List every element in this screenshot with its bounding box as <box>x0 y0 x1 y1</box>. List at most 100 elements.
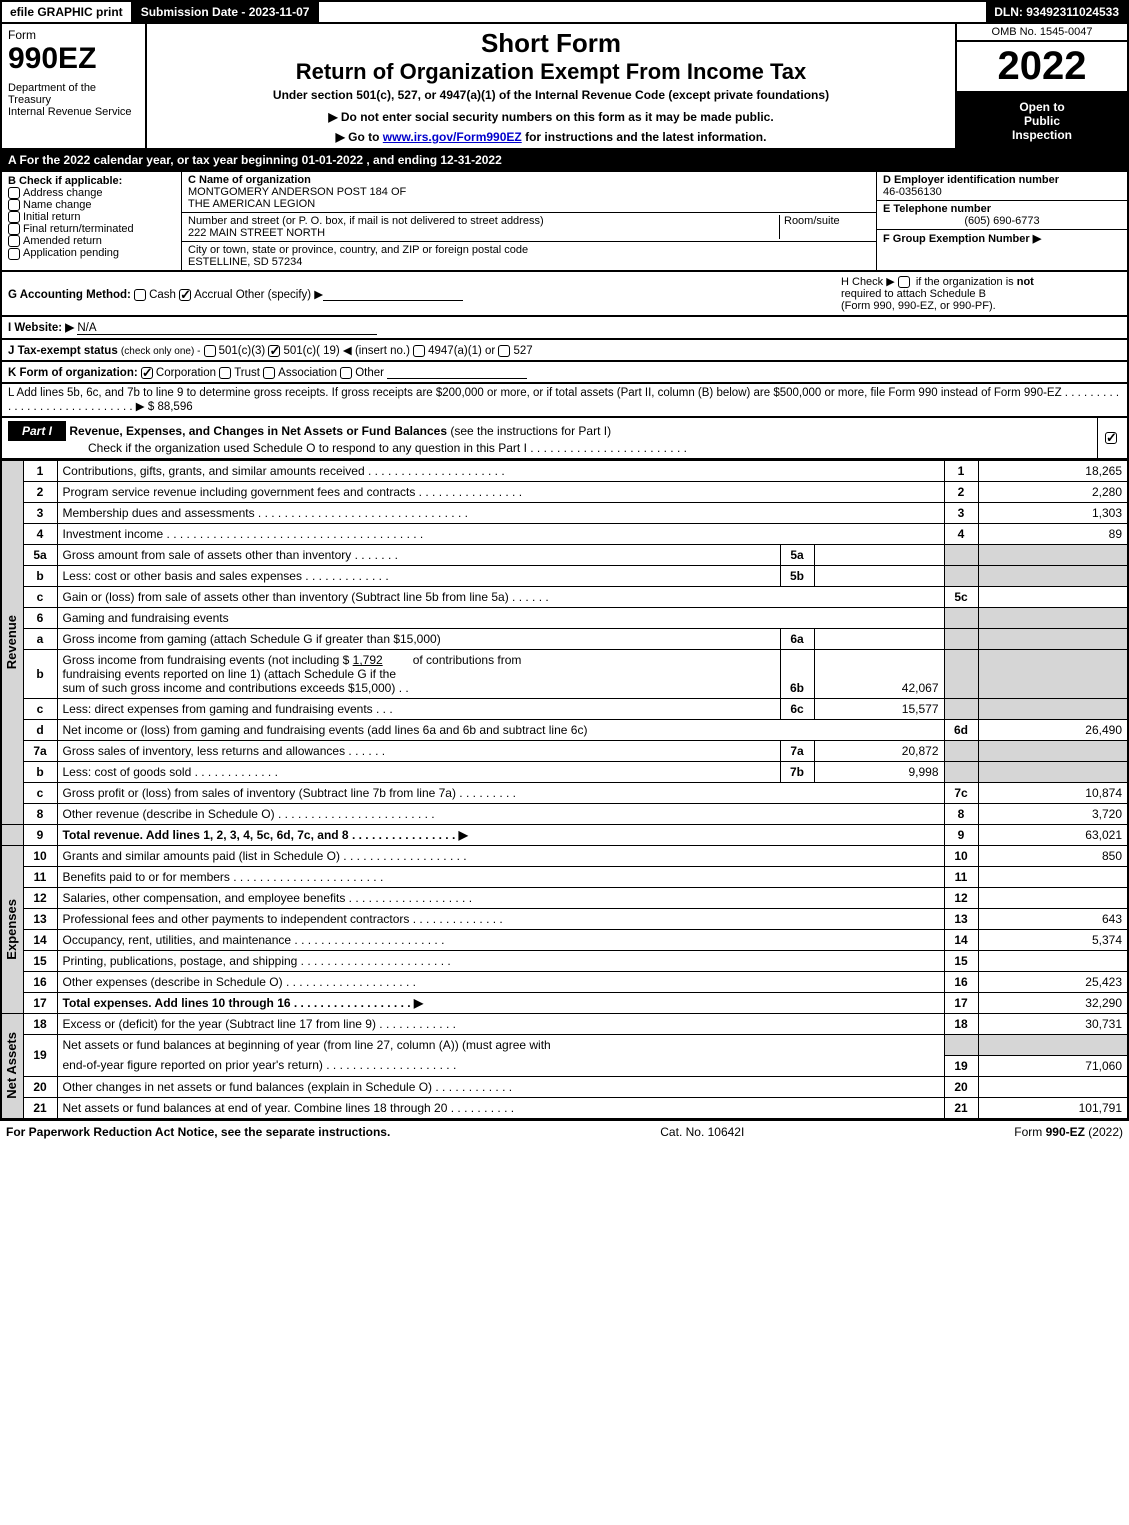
footer-right-form: 990-EZ <box>1046 1125 1085 1139</box>
checkbox-other-org[interactable] <box>340 367 352 379</box>
row-5b: bLess: cost or other basis and sales exp… <box>1 566 1128 587</box>
l6a-desc: Gross income from gaming (attach Schedul… <box>57 629 780 650</box>
k-label: K Form of organization: <box>8 367 138 379</box>
checkbox-trust[interactable] <box>219 367 231 379</box>
tax-year: 2022 <box>957 42 1127 93</box>
l14-num: 14 <box>23 930 57 951</box>
l8-desc: Other revenue (describe in Schedule O) .… <box>57 804 944 825</box>
l6b-ins: 1,792 <box>353 653 383 667</box>
l7c-num: c <box>23 783 57 804</box>
l5c-desc: Gain or (loss) from sale of assets other… <box>57 587 944 608</box>
col-b: B Check if applicable: Address change Na… <box>2 172 182 270</box>
checkbox-initial[interactable] <box>8 211 20 223</box>
l4-amt: 89 <box>978 524 1128 545</box>
b-opt-name: Name change <box>8 199 175 211</box>
g-label: G Accounting Method: <box>8 289 131 301</box>
l3-desc: Membership dues and assessments . . . . … <box>57 503 944 524</box>
l19-num: 19 <box>23 1035 57 1077</box>
b-opt-amended: Amended return <box>8 235 175 247</box>
l6c-amt <box>978 699 1128 720</box>
l15-amt <box>978 951 1128 972</box>
row-4: 4Investment income . . . . . . . . . . .… <box>1 524 1128 545</box>
footer-right-post: (2022) <box>1085 1125 1123 1139</box>
checkbox-amended[interactable] <box>8 235 20 247</box>
row-6: 6Gaming and fundraising events <box>1 608 1128 629</box>
h-post1: if the organization is <box>913 276 1017 288</box>
checkbox-accrual[interactable] <box>179 289 191 301</box>
l6b-sv: 42,067 <box>814 650 944 699</box>
l12-ref: 12 <box>944 888 978 909</box>
checkbox-4947[interactable] <box>413 345 425 357</box>
f-label: F Group Exemption Number ▶ <box>883 233 1041 245</box>
room-label: Room/suite <box>780 215 870 239</box>
c-name-1: MONTGOMERY ANDERSON POST 184 OF <box>188 186 406 198</box>
i-value: N/A <box>77 322 96 334</box>
checkbox-cash[interactable] <box>134 289 146 301</box>
l21-desc: Net assets or fund balances at end of ye… <box>57 1097 944 1119</box>
l7b-num: b <box>23 762 57 783</box>
checkbox-501c3[interactable] <box>204 345 216 357</box>
irs: Internal Revenue Service <box>8 106 139 118</box>
d-block: D Employer identification number 46-0356… <box>877 172 1127 201</box>
l6-amt <box>978 608 1128 629</box>
l12-amt <box>978 888 1128 909</box>
l11-num: 11 <box>23 867 57 888</box>
goto-link[interactable]: www.irs.gov/Form990EZ <box>383 130 522 144</box>
l5b-amt <box>978 566 1128 587</box>
l7c-amt: 10,874 <box>978 783 1128 804</box>
l6c-num: c <box>23 699 57 720</box>
l11-desc: Benefits paid to or for members . . . . … <box>57 867 944 888</box>
l5a-ref <box>944 545 978 566</box>
checkbox-assoc[interactable] <box>263 367 275 379</box>
l5b-num: b <box>23 566 57 587</box>
l15-ref: 15 <box>944 951 978 972</box>
checkbox-final[interactable] <box>8 223 20 235</box>
b-opt-address-label: Address change <box>23 187 103 199</box>
l5b-sub: 5b <box>780 566 814 587</box>
checkbox-h[interactable] <box>898 276 910 288</box>
checkbox-pending[interactable] <box>8 248 20 260</box>
l7b-sv: 9,998 <box>814 762 944 783</box>
checkbox-name[interactable] <box>8 199 20 211</box>
street-value: 222 MAIN STREET NORTH <box>188 227 325 239</box>
l5a-sub: 5a <box>780 545 814 566</box>
row-7a: 7aGross sales of inventory, less returns… <box>1 741 1128 762</box>
l6b-num: b <box>23 650 57 699</box>
line-j: J Tax-exempt status (check only one) - 5… <box>0 340 1129 362</box>
city-label: City or town, state or province, country… <box>188 244 528 256</box>
d-label: D Employer identification number <box>883 174 1059 186</box>
b-label: B Check if applicable: <box>8 175 175 187</box>
g-cash: Cash <box>149 289 176 301</box>
row-19a: 19Net assets or fund balances at beginni… <box>1 1035 1128 1056</box>
line-g-h: G Accounting Method: Cash Accrual Other … <box>0 272 1129 317</box>
submission-date: Submission Date - 2023-11-07 <box>133 2 320 22</box>
l3-num: 3 <box>23 503 57 524</box>
line-i: I Website: ▶ N/A <box>0 317 1129 340</box>
row-13: 13Professional fees and other payments t… <box>1 909 1128 930</box>
j-label: J Tax-exempt status <box>8 345 118 357</box>
l5b-desc: Less: cost or other basis and sales expe… <box>57 566 780 587</box>
footer-right: Form 990-EZ (2022) <box>1014 1125 1123 1139</box>
checkbox-corp[interactable] <box>141 367 153 379</box>
l6a-num: a <box>23 629 57 650</box>
checkbox-address[interactable] <box>8 187 20 199</box>
open-3: Inspection <box>961 128 1123 142</box>
j-o2: 501(c)( 19) ◀ (insert no.) <box>283 345 409 357</box>
l16-num: 16 <box>23 972 57 993</box>
j-sub: (check only one) - <box>121 346 200 357</box>
l6d-desc: Net income or (loss) from gaming and fun… <box>57 720 944 741</box>
dln: DLN: 93492311024533 <box>986 2 1127 22</box>
l2-ref: 2 <box>944 482 978 503</box>
checkbox-part1-scho[interactable] <box>1105 432 1117 444</box>
c-label: C Name of organization <box>188 174 311 186</box>
l2-desc: Program service revenue including govern… <box>57 482 944 503</box>
checkbox-527[interactable] <box>498 345 510 357</box>
b-opt-amended-label: Amended return <box>23 235 102 247</box>
checkbox-501c[interactable] <box>268 345 280 357</box>
l7a-ref <box>944 741 978 762</box>
l17-ref: 17 <box>944 993 978 1014</box>
l19-ref: 19 <box>944 1055 978 1076</box>
l7a-num: 7a <box>23 741 57 762</box>
e-label: E Telephone number <box>883 203 991 215</box>
l6-num: 6 <box>23 608 57 629</box>
